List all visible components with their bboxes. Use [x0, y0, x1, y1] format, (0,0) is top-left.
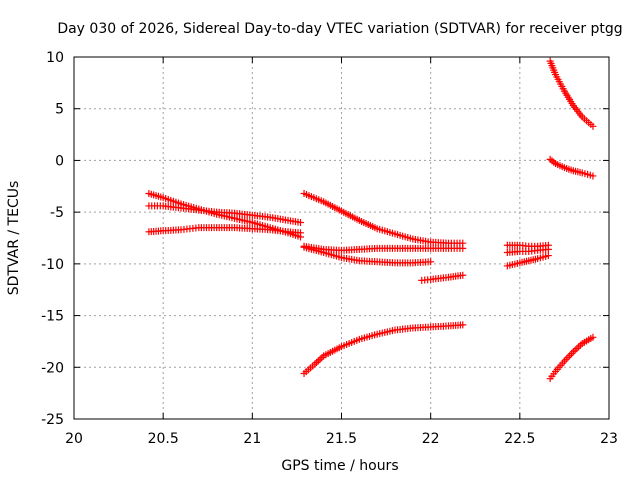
series-s9	[503, 241, 552, 250]
series-s4	[300, 190, 467, 247]
data-point	[544, 245, 552, 253]
x-tick-label: 21.5	[326, 431, 357, 447]
series-s2	[145, 202, 304, 226]
x-tick-label: 20.5	[148, 431, 179, 447]
data-point	[314, 357, 322, 365]
x-tick-label: 22.5	[504, 431, 535, 447]
data-point	[316, 355, 324, 363]
data-point	[589, 122, 597, 130]
series-s8	[300, 321, 467, 377]
y-tick-label: 10	[46, 50, 64, 66]
data-point	[459, 271, 467, 279]
x-tick-label: 23	[600, 431, 618, 447]
series-s13	[546, 155, 597, 180]
series-s7	[418, 271, 467, 284]
y-axis-label: SDTVAR / TECUs	[6, 181, 22, 296]
series-s14	[546, 333, 597, 383]
y-tick-label: 5	[55, 102, 64, 118]
x-tick-label: 21	[243, 431, 261, 447]
y-tick-label: -20	[41, 360, 64, 376]
data-point	[544, 252, 552, 260]
data-point	[589, 333, 597, 341]
data-point	[571, 346, 579, 354]
data-point	[296, 218, 304, 226]
chart-title: Day 030 of 2026, Sidereal Day-to-day VTE…	[57, 21, 622, 37]
series-s10	[503, 245, 552, 256]
x-tick-label: 20	[65, 431, 83, 447]
series-s11	[503, 252, 552, 270]
series-s6	[300, 243, 435, 267]
data-point	[459, 321, 467, 329]
series-s12	[546, 57, 597, 130]
y-tick-label: -10	[41, 257, 64, 273]
grid	[74, 57, 609, 419]
data-point	[459, 244, 467, 252]
data-point	[427, 258, 435, 266]
data-point	[589, 172, 597, 180]
y-tick-label: 0	[55, 153, 64, 169]
data-point	[296, 229, 304, 237]
y-tick-label: -15	[41, 309, 64, 325]
x-tick-label: 22	[422, 431, 440, 447]
series-s3	[145, 224, 304, 237]
axis-ticks: 20 20.5 21 21.5 22 22.5 23 10 5 0 -5 -10 -15 -20 -25	[41, 50, 618, 447]
y-tick-label: -25	[41, 412, 64, 428]
data-point	[575, 343, 583, 351]
data-point	[313, 359, 321, 367]
data-point	[573, 344, 581, 352]
y-tick-label: -5	[50, 205, 64, 221]
x-axis-label: GPS time / hours	[281, 458, 398, 474]
data-points	[145, 57, 597, 383]
